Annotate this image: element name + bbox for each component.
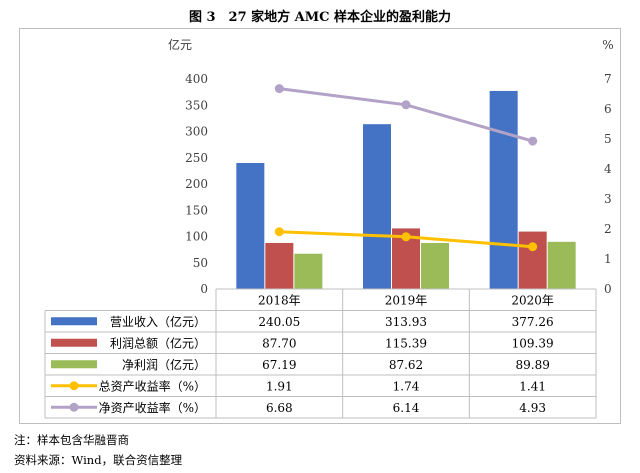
y-tick-label: 100 (185, 230, 208, 244)
figure-source: 资料来源：Wind，联合资信整理 (14, 453, 183, 467)
y2-tick-label: 7 (604, 72, 612, 86)
marker-roe (401, 100, 411, 110)
data-label: 4.93 (519, 401, 546, 415)
data-label: 377.26 (512, 315, 554, 329)
data-label: 313.93 (385, 315, 427, 329)
y-tick-label: 400 (185, 72, 208, 86)
data-label: 1.91 (266, 379, 293, 393)
data-label: 67.19 (262, 358, 296, 372)
marker-roe (528, 136, 538, 146)
data-label: 87.70 (262, 336, 296, 350)
data-label: 240.05 (258, 315, 300, 329)
y2-tick-label: 5 (604, 132, 612, 146)
bar-net-profit (421, 242, 449, 289)
legend-key-net-profit (51, 360, 97, 369)
legend-label-profit-total: 利润总额（亿元） (110, 335, 206, 350)
data-label: 89.89 (515, 358, 549, 372)
y-tick-label: 300 (185, 125, 208, 139)
bar-revenue (489, 90, 518, 289)
x-tick-label: 2018年 (258, 294, 301, 308)
y2-tick-label: 1 (604, 252, 612, 266)
legend-key-roe (69, 402, 79, 412)
x-tick-label: 2020年 (511, 294, 554, 308)
bar-net-profit (547, 241, 576, 289)
data-label: 109.39 (512, 336, 554, 350)
y-tick-label: 50 (193, 256, 208, 270)
figure-note: 注：样本包含华融晋商 (14, 433, 129, 447)
figure-title: 图 3 27 家地方 AMC 样本企业的盈利能力 (188, 10, 452, 25)
y-tick-label: 200 (185, 177, 208, 191)
y-tick-label: 250 (185, 151, 208, 165)
legend-key-roa (69, 381, 79, 391)
y2-axis-unit: % (602, 38, 613, 52)
y2-tick-label: 0 (604, 282, 612, 296)
legend-label-roa: 总资产收益率（%） (99, 378, 206, 393)
marker-roa (401, 232, 411, 242)
chart-svg: 亿元 % 0 50 100 150 200 250 300 350 400 0 1 2 3 4 5 6 7 2018年… (44, 37, 614, 419)
bar-revenue (363, 124, 391, 289)
marker-roe (274, 84, 284, 94)
marker-roa (528, 242, 538, 252)
bar-profit-total (518, 231, 547, 289)
bar-profit-total (265, 242, 294, 289)
data-label: 115.39 (385, 336, 427, 350)
bar-net-profit (294, 253, 323, 289)
y-axis-unit: 亿元 (168, 37, 192, 52)
legend-label-revenue: 营业收入（亿元） (110, 314, 206, 329)
y2-tick-label: 6 (604, 102, 612, 116)
marker-roa (274, 227, 284, 237)
legend-key-profit-total (51, 338, 97, 347)
y2-tick-label: 2 (604, 222, 612, 236)
data-label: 6.14 (393, 401, 420, 415)
y2-tick-label: 4 (604, 162, 612, 176)
chart-frame: 亿元% 0 50 100 150 200 250 300 350 400 0 1 2 3 4 5 6 7 2018年… (19, 28, 621, 424)
bar-revenue (236, 162, 265, 289)
data-label: 87.62 (389, 358, 423, 372)
y-tick-label: 150 (185, 203, 208, 217)
y-tick-label: 350 (185, 98, 208, 112)
data-label: 1.41 (519, 379, 546, 393)
data-label: 1.74 (393, 379, 420, 393)
legend-label-net-profit: 净利润（亿元） (122, 357, 206, 372)
y2-tick-label: 3 (604, 192, 612, 206)
data-label: 6.68 (266, 401, 293, 415)
y-tick-label: 0 (200, 282, 208, 296)
legend-label-roe: 净资产收益率（%） (99, 400, 206, 415)
x-tick-label: 2019年 (385, 294, 428, 308)
legend-key-revenue (51, 317, 97, 326)
